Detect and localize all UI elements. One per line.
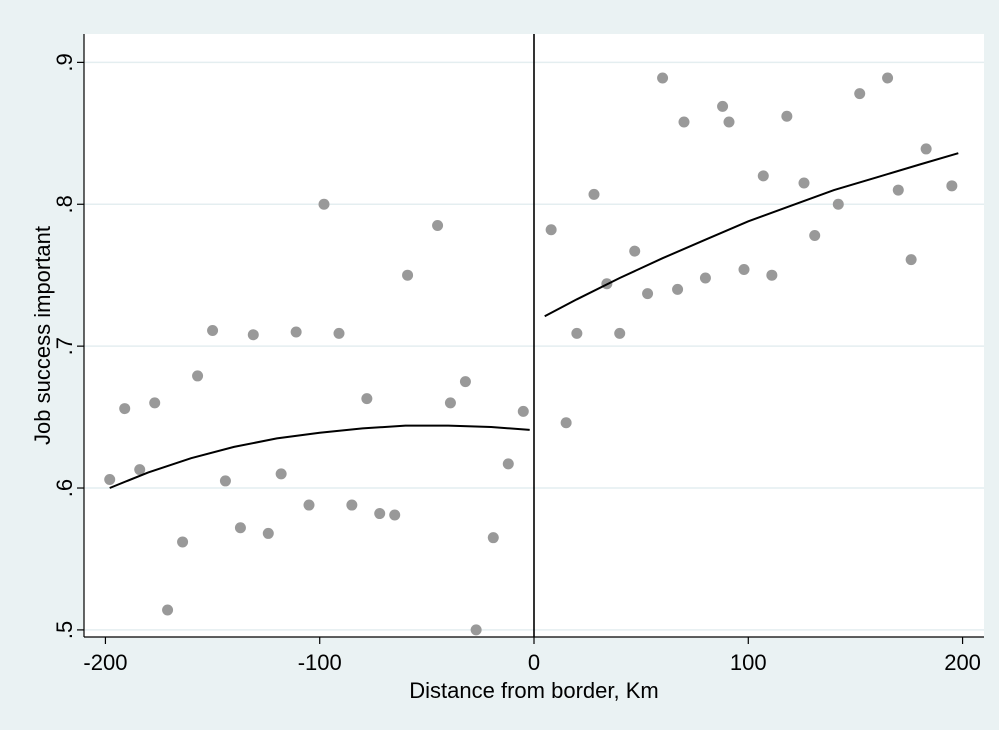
scatter-point [459,376,471,388]
scatter-point [219,475,231,487]
scatter-point [892,184,904,196]
x-tick-label: -100 [298,650,342,675]
scatter-point [346,499,358,511]
scatter-point [275,468,287,480]
scatter-point [149,397,161,409]
scatter-point [717,100,729,112]
scatter-point [832,198,844,210]
scatter-point [642,288,654,300]
y-tick-label: .9 [52,53,77,71]
fit-right-line [544,152,959,318]
x-axis-title: Distance from border, Km [409,678,658,703]
scatter-points [104,72,958,636]
scatter-point [389,509,401,521]
scatter-point [757,170,769,182]
scatter-point [162,604,174,616]
scatter-point [517,405,529,417]
scatter-point [318,198,330,210]
scatter-point [207,325,219,337]
scatter-point [723,116,735,128]
scatter-point [290,326,302,338]
scatter-point [629,245,641,257]
scatter-point [192,370,204,382]
scatter-point [699,272,711,284]
scatter-point [444,397,456,409]
scatter-point [502,458,514,470]
scatter-point [470,624,482,636]
scatter-point [262,527,274,539]
x-tick-label: 100 [730,650,767,675]
scatter-point [247,329,259,341]
axes: .5 .6 .7 .8 .9 -200 -100 0 100 200 [52,34,984,675]
scatter-point [882,72,894,84]
scatter-point [905,254,917,266]
scatter-point [738,264,750,276]
y-tick-label: .7 [52,337,77,355]
scatter-point [854,88,866,100]
y-tick-label: .6 [52,479,77,497]
scatter-point [432,220,444,232]
scatter-point [560,417,572,429]
fit-left-line [109,424,530,489]
scatter-point [402,269,414,281]
scatter-point [766,269,778,281]
scatter-point [614,327,626,339]
scatter-point [571,327,583,339]
scatter-point [303,499,315,511]
scatter-point [119,403,131,415]
x-tick-label: 200 [944,650,981,675]
scatter-point [134,464,146,476]
scatter-point [809,229,821,241]
scatter-point [333,327,345,339]
scatter-point [798,177,810,189]
x-tick-label: -200 [83,650,127,675]
y-axis-title: Job success important [30,226,55,445]
scatter-point [374,508,386,520]
scatter-point [672,283,684,295]
x-tick-label: 0 [528,650,540,675]
scatter-point [545,224,557,236]
scatter-point [657,72,669,84]
scatter-point [177,536,189,548]
scatter-point [920,143,932,155]
y-tick-label: .5 [52,621,77,639]
scatter-point [361,393,373,405]
scatter-point [588,188,600,200]
fit-lines [109,152,959,489]
scatter-point [234,522,246,534]
scatter-point [946,180,958,192]
y-tick-label: .8 [52,195,77,213]
scatter-point [487,532,499,544]
scatter-point [104,474,116,486]
scatter-point [781,110,793,122]
scatter-point [678,116,690,128]
